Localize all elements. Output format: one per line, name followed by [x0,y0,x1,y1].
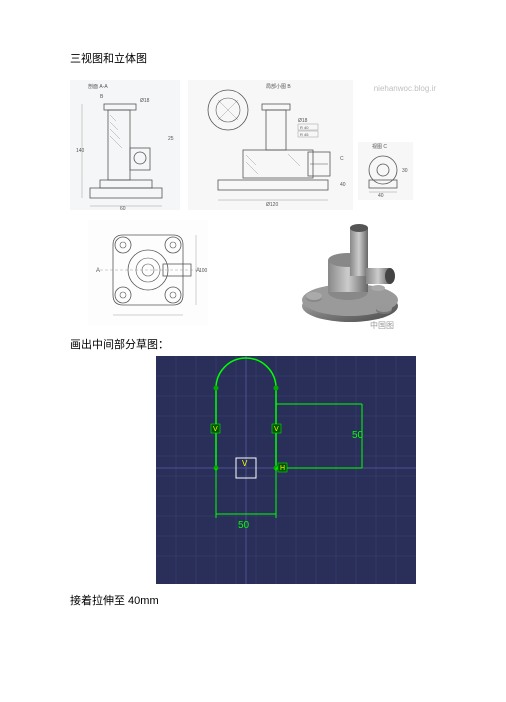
heading-sketch: 画出中间部分草图： [70,336,436,352]
render-3d [288,220,418,330]
svg-text:C: C [340,156,344,162]
svg-text:V: V [242,459,248,468]
section-label: 剖面 A-A [88,83,108,90]
watermark-text: niehanwoc.blog.ir [374,84,436,93]
svg-text:V: V [274,426,279,433]
dim-sketch-v: 50 [352,430,364,441]
engineering-drawing-front: 剖面 A-A 140 60 25 Ø18 B [70,80,180,210]
cad-sketch-view: V V 50 50 V H [156,356,416,584]
dim-100: 100 [199,268,208,274]
heading-extrude: 接着拉伸至 40mm [70,592,436,608]
dim-60: 60 [120,206,126,210]
dim-30: 30 [402,168,408,174]
detail-b-label: 局部小图 B [266,83,291,90]
dim-40: 40 [340,182,346,188]
dim-r40: R 40 [300,125,309,130]
page-title: 三视图和立体图 [70,50,436,66]
render-watermark: 中国图 [370,320,394,331]
engineering-drawing-plan: A A 100 [88,220,208,325]
dim-25: 25 [168,136,174,142]
dim-40b: 40 [378,193,384,199]
viewc-label: 视图 C [372,143,387,150]
dim-sketch-h: 50 [238,520,250,531]
constraint-h: H [280,465,285,472]
constraint-v: V [213,426,218,433]
dim-d18b: Ø18 [298,118,308,124]
engineering-drawing-side: 局部小图 B Ø120 Ø18 R 40 R [188,80,353,210]
engineering-drawing-viewc: 视图 C 30 40 [358,142,413,200]
dim-d18: Ø18 [140,98,150,104]
svg-text:A: A [96,268,100,274]
dim-140: 140 [76,148,85,154]
drawings-container: niehanwoc.blog.ir 剖面 A-A 140 60 25 [70,72,436,332]
svg-text:B: B [100,94,104,100]
dim-r45: R 45 [300,132,309,137]
dim-120: Ø120 [266,202,278,208]
